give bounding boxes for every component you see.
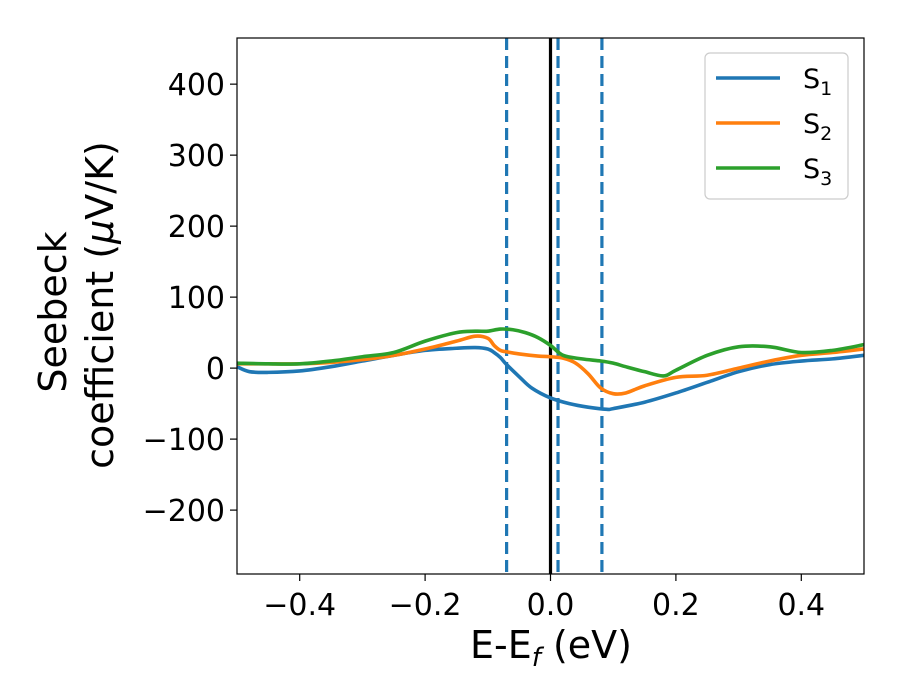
series-line-s1 xyxy=(237,345,864,412)
x-axis-title-main: E-E xyxy=(470,623,532,667)
y-tick-label: 200 xyxy=(168,210,225,245)
x-tick-label: 0.2 xyxy=(652,588,700,623)
y-axis-ticks: −200 −100 0 100 200 300 400 xyxy=(143,68,237,529)
legend-box xyxy=(704,52,849,200)
series-line-s2 xyxy=(237,334,864,396)
y-axis-title-mu: μ xyxy=(78,220,122,245)
y-tick-label: −200 xyxy=(143,494,225,529)
y-axis-title-prefix: coefficient ( xyxy=(78,244,122,469)
series-lines xyxy=(237,327,864,412)
x-axis-title: E-Ef (eV) xyxy=(470,623,632,673)
legend-label-s1: S1 xyxy=(803,64,832,100)
y-tick-label: 400 xyxy=(168,68,225,103)
x-axis-ticks: −0.4 −0.2 0.0 0.2 0.4 xyxy=(263,574,825,623)
y-axis-title-line2: coefficient (μV/K) xyxy=(78,141,122,469)
legend-items: S1 S2 S3 xyxy=(716,64,832,190)
legend: S1 S2 S3 xyxy=(704,52,849,200)
y-tick-label: −100 xyxy=(143,423,225,458)
x-axis-title-unit: (eV) xyxy=(541,623,632,667)
x-tick-label: 0.4 xyxy=(777,588,825,623)
x-tick-label: 0.0 xyxy=(527,588,575,623)
y-tick-label: 100 xyxy=(168,281,225,316)
y-tick-label: 0 xyxy=(206,352,225,387)
legend-label-s2: S2 xyxy=(803,109,832,145)
y-axis-title-unit: V/K) xyxy=(78,141,122,220)
legend-label-s3: S3 xyxy=(803,154,832,190)
y-axis-title-line1: Seebeck xyxy=(31,231,75,392)
vertical-reference-lines xyxy=(505,38,604,574)
series-line-s3 xyxy=(237,327,864,378)
y-tick-label: 300 xyxy=(168,139,225,174)
x-tick-label: −0.2 xyxy=(389,588,462,623)
x-tick-label: −0.4 xyxy=(263,588,336,623)
